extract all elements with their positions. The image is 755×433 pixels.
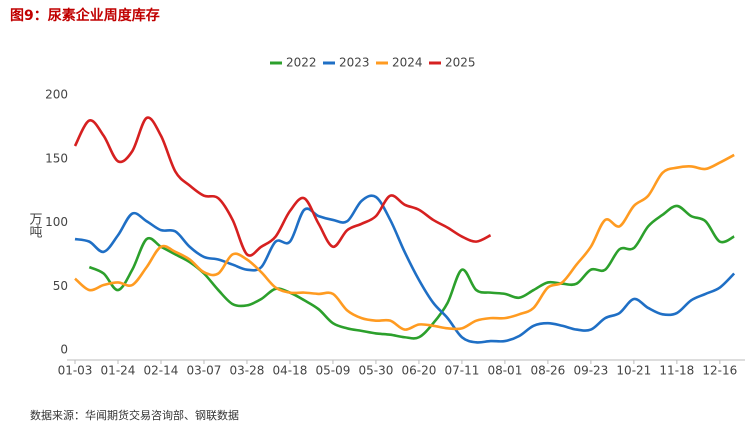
x-tick-label: 03-28 [230, 364, 265, 378]
series-line [88, 204, 735, 340]
y-tick-label: 50 [53, 279, 68, 293]
y-tick-label: 100 [45, 215, 68, 229]
series-line [73, 116, 492, 257]
series-line [74, 153, 735, 331]
x-tick-label: 04-18 [273, 364, 308, 378]
x-tick-label: 08-01 [487, 364, 522, 378]
series-line [74, 194, 736, 344]
x-tick-label: 05-09 [316, 364, 351, 378]
source-note: 数据来源：华闻期货交易咨询部、钢联数据 [30, 408, 239, 422]
legend-label: 2024 [392, 56, 423, 70]
legend-label: 2025 [445, 56, 476, 70]
x-tick-label: 07-11 [444, 364, 479, 378]
legend-label: 2022 [286, 56, 317, 70]
chart-title: 图9：尿素企业周度库存 [10, 7, 160, 24]
x-tick-label: 01-24 [101, 364, 136, 378]
y-axis-label: 万吨 [27, 212, 43, 238]
y-tick-label: 150 [45, 151, 68, 165]
x-tick-label: 11-18 [659, 364, 694, 378]
x-tick-label: 06-20 [401, 364, 436, 378]
x-tick-label: 10-21 [616, 364, 651, 378]
x-tick-label: 03-07 [187, 364, 222, 378]
x-tick-label: 08-26 [530, 364, 565, 378]
x-tick-label: 02-14 [144, 364, 179, 378]
x-tick-label: 12-16 [702, 364, 737, 378]
y-tick-label: 200 [45, 88, 68, 102]
x-tick-label: 01-03 [58, 364, 93, 378]
x-tick-label: 05-30 [358, 364, 393, 378]
legend-label: 2023 [339, 56, 370, 70]
y-tick-label: 0 [60, 343, 68, 357]
x-tick-label: 09-23 [573, 364, 608, 378]
